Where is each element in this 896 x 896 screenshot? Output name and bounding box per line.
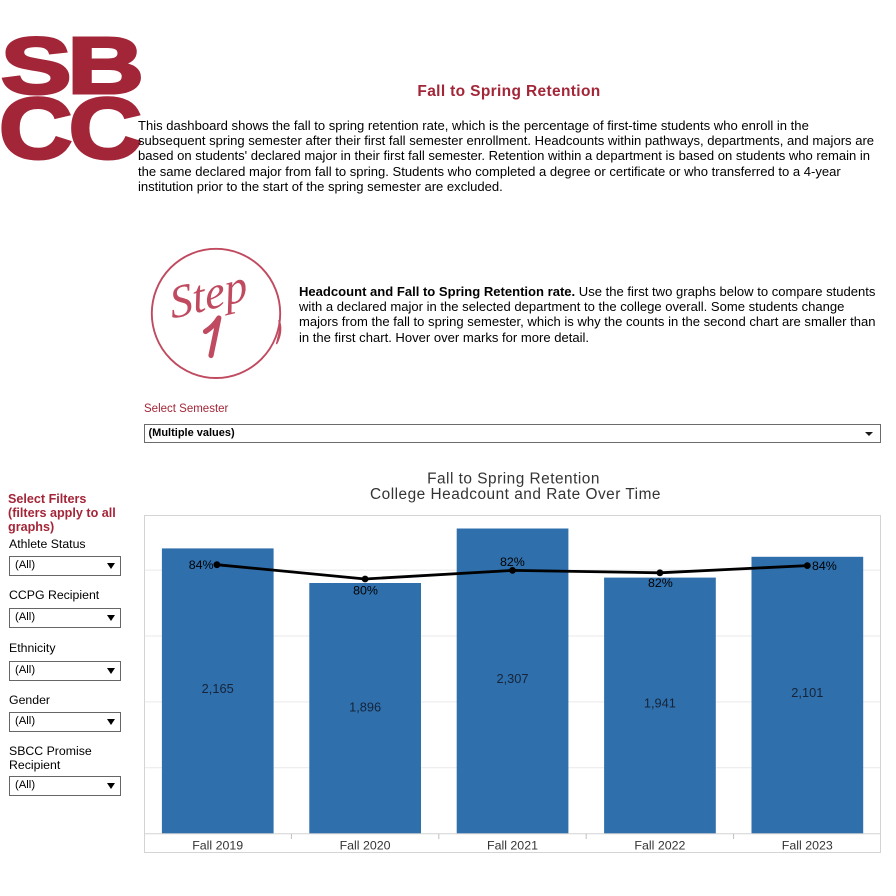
- svg-text:College Headcount and Rate Ove: College Headcount and Rate Over Time: [370, 486, 661, 503]
- svg-text:84%: 84%: [812, 559, 837, 573]
- svg-text:2,165: 2,165: [202, 681, 234, 696]
- svg-text:Fall 2020: Fall 2020: [340, 839, 391, 853]
- svg-text:Fall 2023: Fall 2023: [782, 839, 833, 853]
- svg-text:82%: 82%: [500, 555, 525, 569]
- svg-text:82%: 82%: [648, 576, 673, 590]
- svg-text:Fall 2021: Fall 2021: [487, 839, 538, 853]
- svg-text:80%: 80%: [353, 584, 378, 598]
- svg-text:Fall to Spring Retention: Fall to Spring Retention: [427, 471, 600, 488]
- svg-text:Fall 2022: Fall 2022: [634, 839, 685, 853]
- svg-text:84%: 84%: [189, 558, 214, 572]
- svg-text:1,896: 1,896: [349, 700, 381, 715]
- svg-text:2,101: 2,101: [791, 685, 823, 700]
- svg-text:Fall 2019: Fall 2019: [192, 839, 243, 853]
- svg-text:1,941: 1,941: [644, 696, 676, 711]
- svg-text:Step: Step: [166, 259, 250, 329]
- svg-text:2,307: 2,307: [496, 671, 528, 686]
